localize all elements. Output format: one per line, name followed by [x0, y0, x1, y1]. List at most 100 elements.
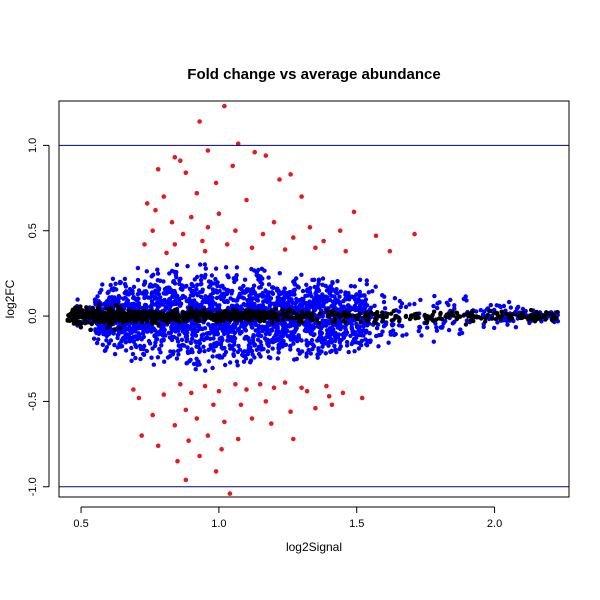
- data-point: [478, 308, 483, 313]
- data-point: [551, 313, 556, 318]
- data-point: [146, 295, 151, 300]
- data-point: [343, 332, 348, 337]
- data-point: [241, 296, 247, 301]
- data-point: [222, 103, 227, 109]
- data-point: [493, 316, 499, 321]
- data-point: [183, 477, 189, 483]
- data-point: [445, 312, 450, 317]
- data-point: [354, 317, 360, 322]
- data-point: [376, 344, 381, 349]
- data-point: [337, 294, 342, 299]
- data-point: [235, 436, 241, 442]
- data-point: [543, 313, 548, 318]
- data-point: [454, 310, 460, 316]
- data-point: [221, 291, 226, 296]
- data-point: [432, 293, 437, 299]
- data-point: [199, 294, 204, 300]
- data-point: [205, 433, 211, 438]
- data-point: [315, 286, 321, 292]
- data-point: [120, 319, 126, 325]
- data-point: [206, 279, 212, 284]
- data-point: [142, 242, 147, 247]
- data-point: [309, 338, 315, 343]
- data-point: [172, 423, 178, 428]
- data-point: [119, 310, 124, 315]
- data-point: [315, 338, 320, 343]
- data-point: [248, 290, 254, 295]
- data-point: [343, 248, 349, 254]
- data-point: [149, 290, 155, 295]
- y-tick-label: -0.5: [27, 392, 39, 411]
- data-point: [257, 285, 262, 290]
- data-point: [555, 310, 560, 315]
- data-point: [281, 339, 286, 344]
- data-point: [234, 321, 240, 326]
- data-point: [209, 273, 215, 278]
- data-point: [145, 329, 150, 334]
- data-point: [237, 331, 243, 336]
- data-point: [330, 281, 335, 286]
- data-point: [186, 438, 191, 444]
- data-point: [268, 296, 274, 301]
- data-point: [319, 297, 325, 302]
- data-point: [172, 288, 177, 294]
- data-point: [266, 275, 271, 280]
- data-point: [351, 329, 356, 334]
- data-point: [327, 321, 332, 326]
- data-point: [100, 342, 106, 347]
- data-point: [479, 316, 484, 321]
- data-point: [299, 314, 304, 320]
- data-point: [454, 316, 460, 322]
- data-point: [333, 338, 338, 344]
- data-point: [188, 357, 193, 363]
- data-point: [483, 315, 488, 321]
- data-point: [533, 317, 539, 323]
- data-point: [299, 338, 304, 343]
- data-point: [159, 343, 164, 348]
- data-point: [230, 163, 235, 169]
- data-point: [209, 296, 215, 301]
- data-point: [507, 313, 513, 318]
- data-point: [315, 352, 320, 357]
- data-point: [329, 402, 335, 408]
- data-point: [173, 329, 178, 334]
- data-point: [292, 357, 297, 362]
- data-point: [374, 326, 380, 331]
- data-point: [322, 318, 328, 324]
- data-point: [197, 341, 202, 346]
- data-point: [441, 321, 446, 326]
- data-point: [240, 290, 246, 295]
- data-point: [535, 314, 540, 319]
- data-point: [392, 296, 398, 301]
- data-point: [163, 291, 168, 296]
- data-point: [150, 309, 155, 314]
- data-point: [297, 298, 303, 303]
- data-point: [265, 293, 270, 299]
- data-point: [356, 340, 362, 346]
- data-point: [508, 305, 513, 310]
- data-point: [347, 297, 352, 302]
- data-point: [419, 333, 424, 338]
- data-point: [288, 409, 293, 415]
- data-point: [135, 292, 141, 297]
- data-point: [236, 313, 241, 319]
- data-point: [117, 325, 123, 331]
- data-point: [389, 311, 394, 316]
- data-point: [155, 443, 161, 449]
- data-point: [151, 362, 156, 367]
- data-point: [365, 319, 370, 324]
- data-point: [189, 390, 194, 396]
- data-point: [202, 349, 207, 354]
- data-point: [305, 293, 310, 298]
- data-point: [178, 382, 183, 387]
- data-point: [201, 344, 206, 349]
- data-point: [195, 362, 200, 368]
- data-point: [357, 289, 362, 295]
- data-point: [139, 337, 144, 342]
- data-point: [142, 295, 147, 301]
- data-point: [207, 306, 212, 311]
- data-point: [212, 307, 217, 312]
- data-point: [244, 197, 249, 203]
- data-point: [249, 324, 254, 330]
- data-point: [151, 272, 156, 277]
